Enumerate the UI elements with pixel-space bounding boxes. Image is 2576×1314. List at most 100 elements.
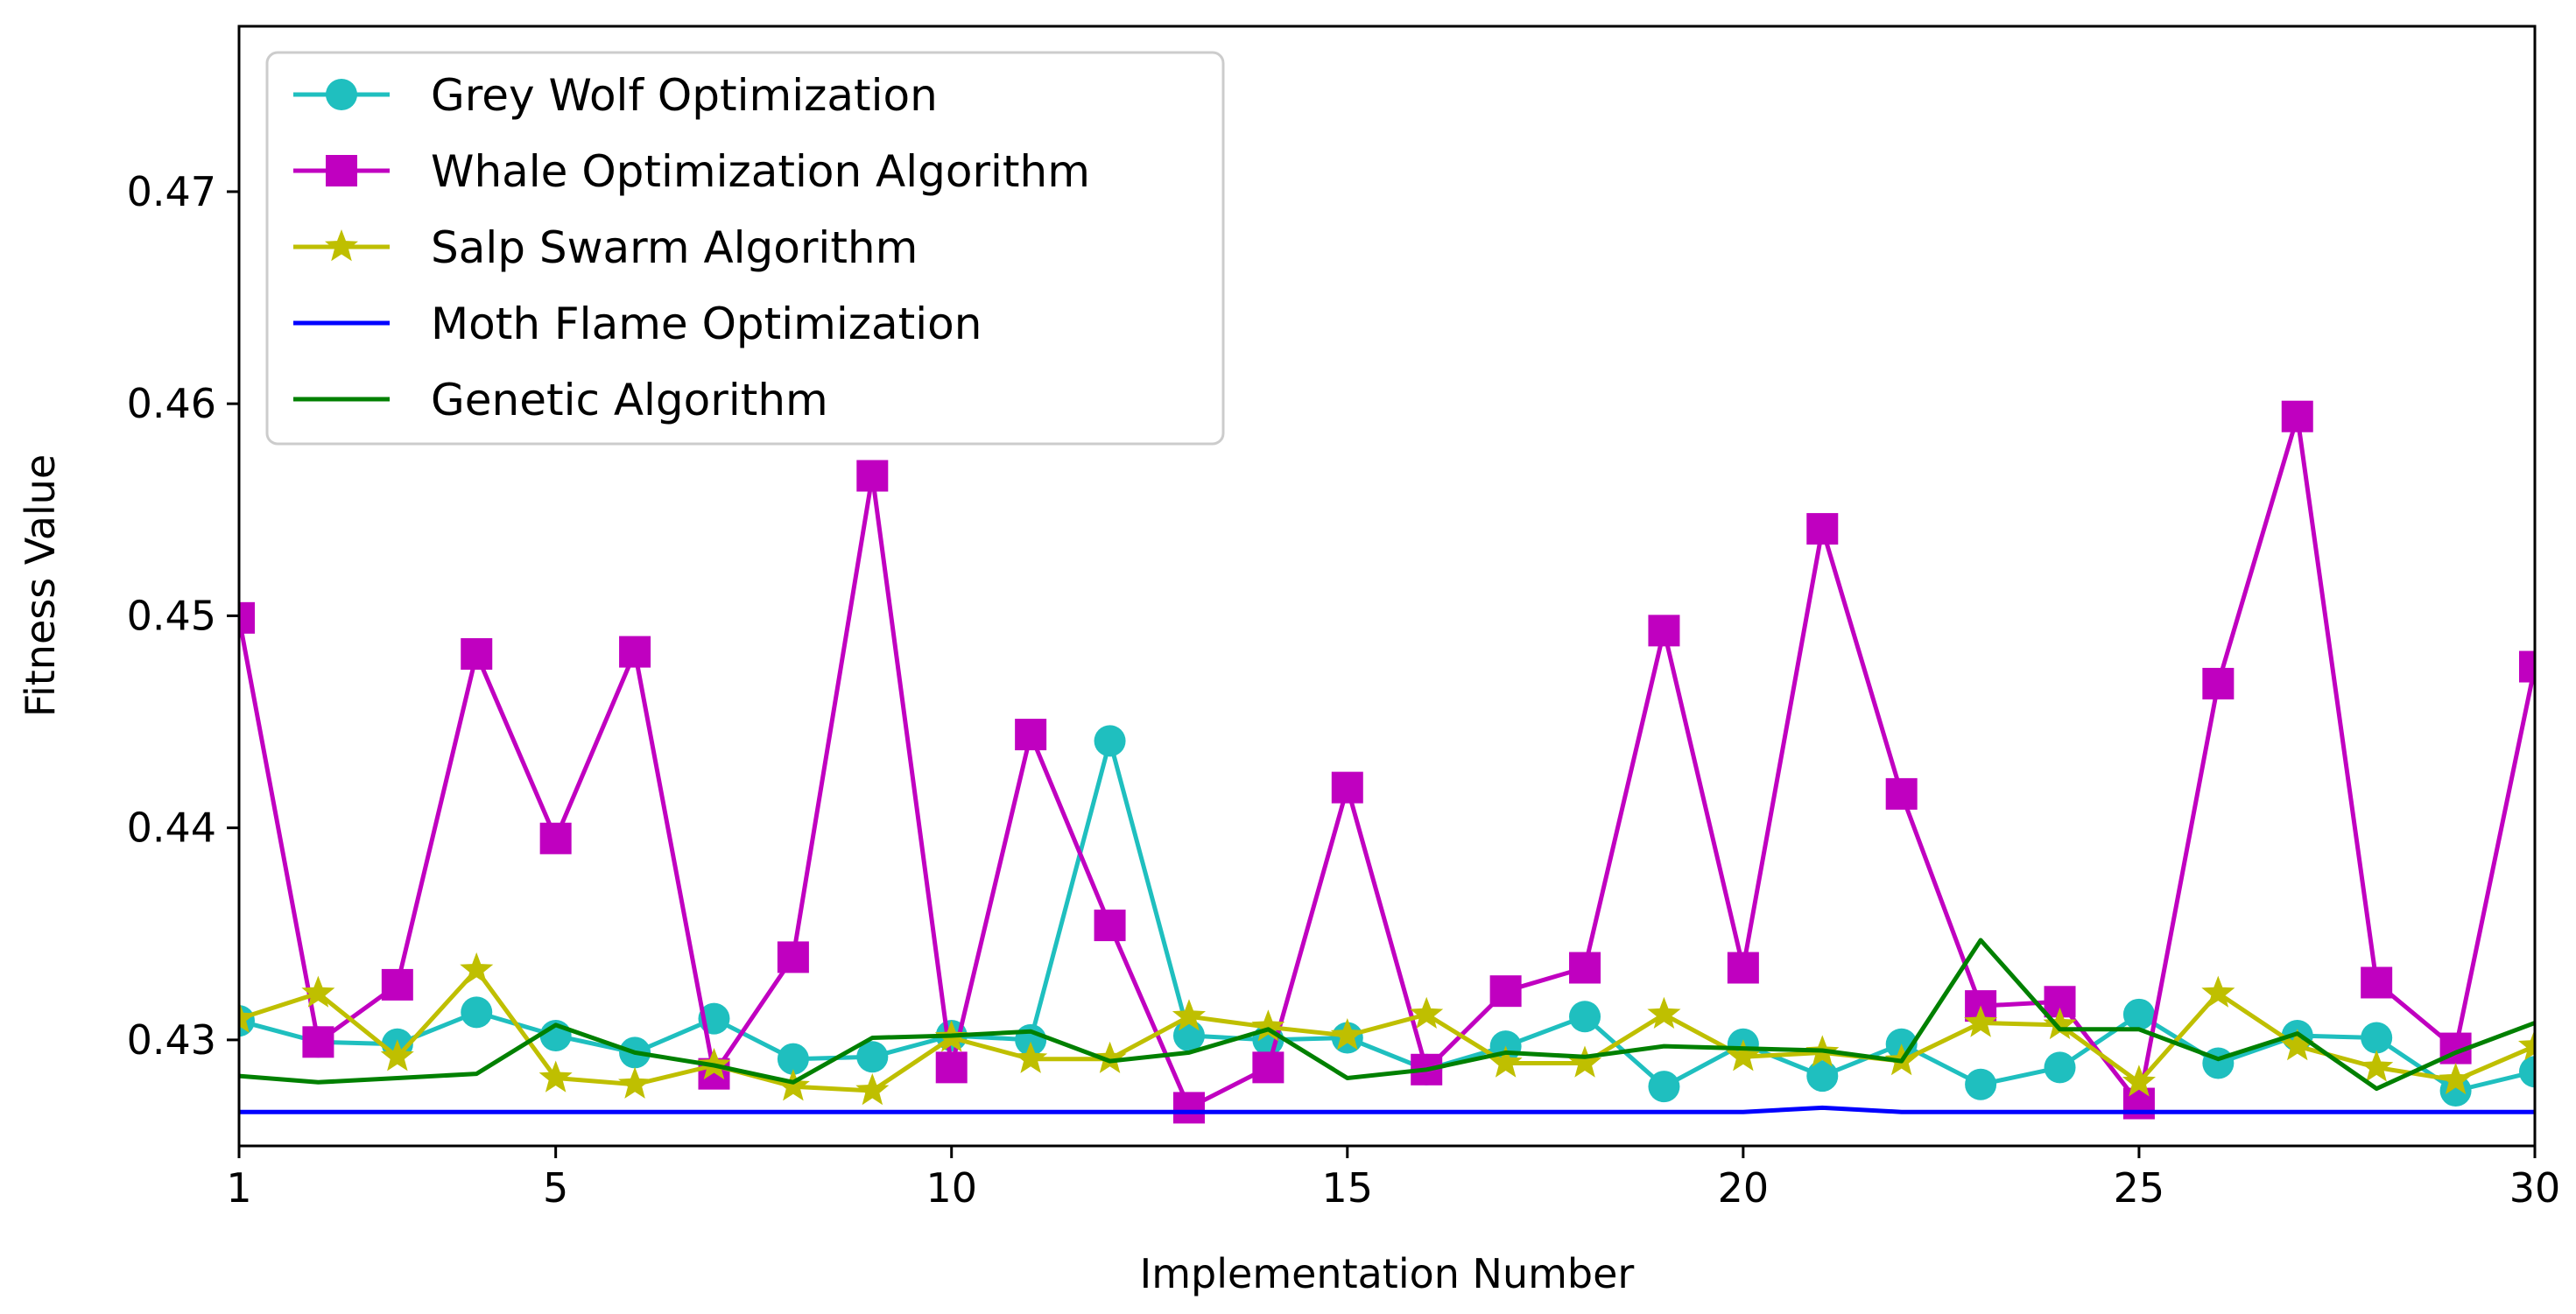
data-point-salp-swarm-algorithm <box>239 1001 256 1033</box>
data-point-salp-swarm-algorithm <box>1489 1045 1523 1078</box>
legend-label-grey-wolf-optimization: Grey Wolf Optimization <box>431 70 938 121</box>
data-point-whale-optimization-algorithm <box>381 968 413 1001</box>
data-point-whale-optimization-algorithm <box>539 822 572 854</box>
data-point-whale-optimization-algorithm <box>856 460 889 492</box>
data-point-grey-wolf-optimization <box>2439 1075 2472 1107</box>
data-point-grey-wolf-optimization <box>1569 1001 1601 1033</box>
data-point-whale-optimization-algorithm <box>302 1026 334 1058</box>
legend-entry-whale-optimization-algorithm: Whale Optimization Algorithm <box>293 146 1090 197</box>
data-point-whale-optimization-algorithm <box>1885 777 1918 810</box>
legend-label-salp-swarm-algorithm: Salp Swarm Algorithm <box>431 222 918 273</box>
data-point-salp-swarm-algorithm <box>2201 975 2235 1008</box>
series-line-moth-flame-optimization <box>239 1105 2535 1114</box>
legend-label-whale-optimization-algorithm: Whale Optimization Algorithm <box>431 146 1090 197</box>
data-point-grey-wolf-optimization <box>777 1043 809 1075</box>
x-tick-label: 30 <box>2509 1164 2561 1212</box>
legend-entry-grey-wolf-optimization: Grey Wolf Optimization <box>293 70 938 121</box>
y-axis: 0.43 0.44 0.45 0.46 0.47 <box>127 168 239 1064</box>
legend: Grey Wolf Optimization Whale Optimization… <box>265 51 1225 446</box>
series-genetic-algorithm <box>239 938 2535 1092</box>
data-point-whale-optimization-algorithm <box>1569 952 1601 984</box>
data-point-salp-swarm-algorithm <box>1172 999 1206 1031</box>
data-point-whale-optimization-algorithm <box>1727 952 1759 984</box>
data-point-salp-swarm-algorithm <box>1568 1045 1602 1078</box>
series-whale-optimization-algorithm <box>239 400 2535 1124</box>
data-point-whale-optimization-algorithm <box>239 601 255 634</box>
series-layer <box>239 400 2535 1124</box>
data-point-salp-swarm-algorithm <box>2518 1029 2535 1061</box>
x-axis: 1 5 10 15 20 25 30 <box>226 1146 2560 1212</box>
x-tick-label: 20 <box>1718 1164 1770 1212</box>
data-point-salp-swarm-algorithm <box>301 975 335 1008</box>
data-point-salp-swarm-algorithm <box>1726 1039 1760 1072</box>
data-point-salp-swarm-algorithm <box>1410 996 1444 1029</box>
data-point-salp-swarm-algorithm <box>2043 1007 2077 1040</box>
data-point-salp-swarm-algorithm <box>1330 1018 1364 1050</box>
series-line-salp-swarm-algorithm <box>239 967 2535 1093</box>
data-point-whale-optimization-algorithm <box>1648 615 1680 647</box>
legend-entry-moth-flame-optimization: Moth Flame Optimization <box>293 299 982 349</box>
x-tick-label: 5 <box>543 1164 568 1212</box>
data-point-whale-optimization-algorithm <box>777 941 809 973</box>
data-point-grey-wolf-optimization <box>2202 1047 2235 1079</box>
legend-label-moth-flame-optimization: Moth Flame Optimization <box>431 299 982 349</box>
legend-label-genetic-algorithm: Genetic Algorithm <box>431 375 828 425</box>
y-tick-label: 0.47 <box>127 168 216 215</box>
x-tick-label: 15 <box>1322 1164 1374 1212</box>
series-moth-flame-optimization <box>239 1105 2535 1114</box>
legend-box <box>265 51 1225 446</box>
y-tick-label: 0.45 <box>127 592 216 639</box>
legend-marker-salp-swarm-algorithm <box>325 229 358 262</box>
data-point-whale-optimization-algorithm <box>2281 400 2313 432</box>
data-point-salp-swarm-algorithm <box>618 1066 652 1099</box>
x-tick-label: 10 <box>926 1164 977 1212</box>
data-point-whale-optimization-algorithm <box>2122 1087 2155 1120</box>
data-point-salp-swarm-algorithm <box>2439 1062 2473 1095</box>
data-point-salp-swarm-algorithm <box>855 1073 890 1106</box>
x-tick-label: 25 <box>2114 1164 2165 1212</box>
data-point-whale-optimization-algorithm <box>1015 719 1047 751</box>
data-point-salp-swarm-algorithm <box>538 1060 573 1093</box>
data-point-salp-swarm-algorithm <box>776 1069 810 1101</box>
y-tick-label: 0.46 <box>127 380 216 427</box>
data-point-salp-swarm-algorithm <box>1647 996 1681 1029</box>
x-tick-label: 1 <box>226 1164 251 1212</box>
legend-entry-genetic-algorithm: Genetic Algorithm <box>293 375 828 425</box>
series-salp-swarm-algorithm <box>239 952 2535 1106</box>
data-point-salp-swarm-algorithm <box>1014 1041 1048 1073</box>
data-point-salp-swarm-algorithm <box>1964 1005 1998 1037</box>
data-point-whale-optimization-algorithm <box>1252 1051 1284 1084</box>
data-point-salp-swarm-algorithm <box>1093 1041 1127 1073</box>
data-point-grey-wolf-optimization <box>1806 1060 1839 1093</box>
y-tick-label: 0.44 <box>127 805 216 852</box>
data-point-whale-optimization-algorithm <box>2519 650 2535 683</box>
data-point-salp-swarm-algorithm <box>2360 1050 2394 1082</box>
data-point-whale-optimization-algorithm <box>1094 910 1126 942</box>
data-point-grey-wolf-optimization <box>1648 1071 1680 1103</box>
data-point-salp-swarm-algorithm <box>380 1039 414 1072</box>
legend-entry-salp-swarm-algorithm: Salp Swarm Algorithm <box>293 222 918 273</box>
data-point-grey-wolf-optimization <box>2044 1051 2076 1084</box>
data-point-whale-optimization-algorithm <box>1806 513 1839 545</box>
data-point-whale-optimization-algorithm <box>2361 966 2393 999</box>
data-point-salp-swarm-algorithm <box>2280 1029 2314 1061</box>
y-axis-label: Fitness Value <box>17 454 64 717</box>
data-point-whale-optimization-algorithm <box>461 638 493 671</box>
data-point-salp-swarm-algorithm <box>460 952 494 985</box>
data-point-whale-optimization-algorithm <box>619 636 651 668</box>
data-point-salp-swarm-algorithm <box>2122 1065 2156 1097</box>
data-point-whale-optimization-algorithm <box>2202 667 2235 699</box>
plot-frame <box>237 25 2537 1148</box>
data-point-grey-wolf-optimization <box>461 996 493 1029</box>
data-point-whale-optimization-algorithm <box>1331 771 1363 804</box>
data-point-whale-optimization-algorithm <box>1172 1092 1205 1124</box>
data-point-whale-optimization-algorithm <box>935 1051 968 1084</box>
data-point-grey-wolf-optimization <box>2122 998 2155 1030</box>
data-point-grey-wolf-optimization <box>1094 725 1126 757</box>
data-point-grey-wolf-optimization <box>1965 1068 1997 1100</box>
legend-marker-whale-optimization-algorithm <box>326 155 357 186</box>
y-tick-label: 0.43 <box>127 1016 216 1064</box>
data-point-grey-wolf-optimization <box>856 1041 889 1073</box>
series-line-genetic-algorithm <box>239 938 2535 1092</box>
